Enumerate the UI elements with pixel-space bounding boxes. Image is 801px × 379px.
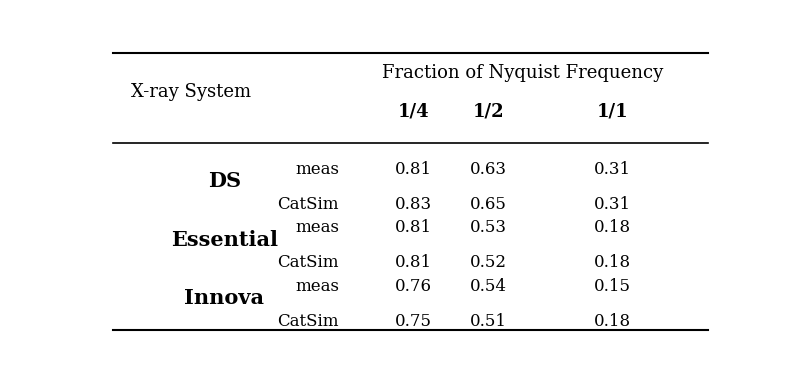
Text: 1/2: 1/2 [473, 102, 504, 121]
Text: 0.81: 0.81 [395, 254, 433, 271]
Text: 0.65: 0.65 [469, 196, 506, 213]
Text: 0.81: 0.81 [395, 219, 433, 236]
Text: 0.31: 0.31 [594, 196, 631, 213]
Text: Innova: Innova [184, 288, 264, 308]
Text: 0.51: 0.51 [469, 313, 506, 330]
Text: 1/4: 1/4 [398, 102, 429, 121]
Text: CatSim: CatSim [278, 196, 339, 213]
Text: DS: DS [207, 171, 241, 191]
Text: Fraction of Nyquist Frequency: Fraction of Nyquist Frequency [381, 64, 663, 83]
Text: 0.31: 0.31 [594, 161, 631, 178]
Text: CatSim: CatSim [278, 254, 339, 271]
Text: 0.75: 0.75 [395, 313, 432, 330]
Text: 0.54: 0.54 [469, 278, 506, 295]
Text: CatSim: CatSim [278, 313, 339, 330]
Text: 0.18: 0.18 [594, 254, 631, 271]
Text: Essential: Essential [171, 230, 278, 249]
Text: 0.15: 0.15 [594, 278, 630, 295]
Text: 0.76: 0.76 [395, 278, 432, 295]
Text: meas: meas [295, 219, 339, 236]
Text: 0.52: 0.52 [469, 254, 506, 271]
Text: 0.81: 0.81 [395, 161, 433, 178]
Text: 0.63: 0.63 [469, 161, 506, 178]
Text: 0.18: 0.18 [594, 219, 631, 236]
Text: meas: meas [295, 161, 339, 178]
Text: meas: meas [295, 278, 339, 295]
Text: 0.53: 0.53 [469, 219, 506, 236]
Text: 0.83: 0.83 [395, 196, 433, 213]
Text: X-ray System: X-ray System [131, 83, 252, 102]
Text: 1/1: 1/1 [597, 102, 628, 121]
Text: 0.18: 0.18 [594, 313, 631, 330]
